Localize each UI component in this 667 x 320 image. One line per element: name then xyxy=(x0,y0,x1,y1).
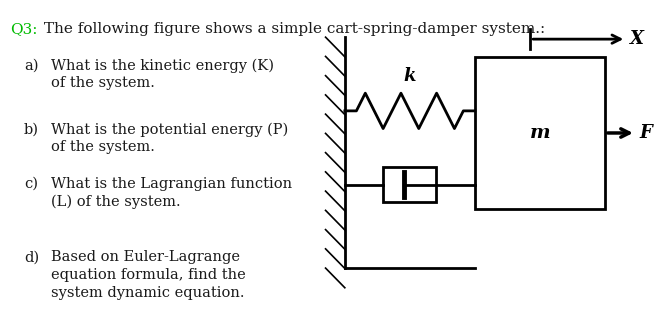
Text: equation formula, find the: equation formula, find the xyxy=(51,268,245,282)
Text: What is the Lagrangian function: What is the Lagrangian function xyxy=(51,177,292,191)
Text: d): d) xyxy=(24,251,39,264)
Text: a): a) xyxy=(24,59,39,73)
Bar xyxy=(475,57,605,209)
Text: X: X xyxy=(630,30,644,48)
Text: F: F xyxy=(640,124,652,142)
Text: b): b) xyxy=(24,123,39,137)
Text: k: k xyxy=(404,67,416,85)
Text: What is the potential energy (P): What is the potential energy (P) xyxy=(51,123,288,137)
Text: (L) of the system.: (L) of the system. xyxy=(51,194,181,209)
Text: The following figure shows a simple cart-spring-damper system.:: The following figure shows a simple cart… xyxy=(39,22,546,36)
Text: What is the kinetic energy (K): What is the kinetic energy (K) xyxy=(51,59,274,73)
Text: of the system.: of the system. xyxy=(51,140,155,154)
Text: Based on Euler-Lagrange: Based on Euler-Lagrange xyxy=(51,251,240,264)
Text: system dynamic equation.: system dynamic equation. xyxy=(51,286,244,300)
Text: m: m xyxy=(530,124,550,142)
Text: of the system.: of the system. xyxy=(51,76,155,91)
Text: c): c) xyxy=(24,177,38,191)
Bar xyxy=(384,167,436,202)
Text: Q3:: Q3: xyxy=(11,22,38,36)
